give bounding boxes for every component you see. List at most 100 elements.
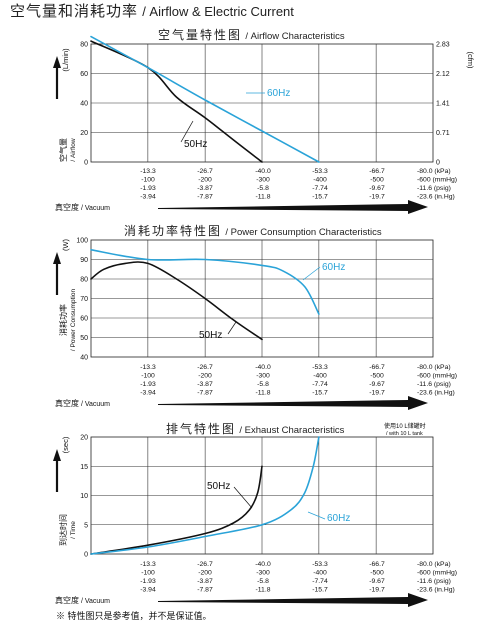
vacuum-tick-kpa: -66.7 bbox=[369, 168, 385, 175]
y-tick-label: 20 bbox=[80, 130, 88, 137]
vacuum-tick-kpa: -53.3 bbox=[312, 364, 328, 371]
y-axis-label-en: / Power Consumption bbox=[70, 289, 77, 352]
vacuum-tick-psig: -3.87 bbox=[197, 578, 213, 585]
leader-50hz bbox=[227, 321, 237, 335]
vacuum-tick-psig: -7.74 bbox=[312, 381, 328, 388]
vacuum-tick-kpa: -40.0 bbox=[255, 168, 271, 175]
exhaust-title-cn: 排气特性图 bbox=[166, 422, 237, 436]
vacuum-tick-psig: -9.67 bbox=[369, 578, 385, 585]
leader-50hz bbox=[180, 120, 194, 143]
vacuum-tick-kpa: -80.0 (kPa) bbox=[417, 561, 451, 568]
vacuum-tick-kpa: -13.3 bbox=[140, 168, 156, 175]
page-title: 空气量和消耗功率 / Airflow & Electric Current bbox=[10, 0, 294, 21]
y-axis-unit: (sec) bbox=[61, 436, 70, 453]
y-axis-label: 空气量 / Airflow bbox=[58, 138, 77, 162]
vacuum-tick-inhg: -3.94 bbox=[140, 390, 156, 397]
vacuum-tick-kpa: -13.3 bbox=[140, 561, 156, 568]
vacuum-tick-psig: -11.6 (psig) bbox=[417, 185, 451, 192]
vacuum-label-en: / Vacuum bbox=[79, 401, 110, 408]
footnote: ※ 特性图只是参考值，并不是保证值。 bbox=[56, 611, 212, 621]
chart-note-cn: 使用10 L储罐时 bbox=[384, 422, 426, 430]
vacuum-tick-kpa: -26.7 bbox=[197, 561, 213, 568]
vacuum-tick-mmhg: -400 bbox=[313, 570, 327, 577]
vacuum-tick-mmhg: -600 (mmHg) bbox=[417, 570, 457, 577]
vacuum-tick-psig: -1.93 bbox=[140, 185, 156, 192]
vacuum-tick-kpa: -66.7 bbox=[369, 364, 385, 371]
vacuum-tick-inhg: -15.7 bbox=[312, 587, 328, 594]
y-tick-label: 80 bbox=[80, 277, 88, 284]
vacuum-tick-psig: -9.67 bbox=[369, 381, 385, 388]
vacuum-tick-mmhg: -400 bbox=[313, 373, 327, 380]
airflow-chart-title: 空气量特性图 / Airflow Characteristics bbox=[158, 26, 345, 43]
vacuum-tick-mmhg: -200 bbox=[198, 177, 212, 184]
series-label-60Hz: 60Hz bbox=[267, 88, 290, 99]
exhaust-chart-title: 排气特性图 / Exhaust Characteristics bbox=[166, 420, 344, 437]
vacuum-tick-mmhg: -300 bbox=[256, 177, 270, 184]
vacuum-tick-psig: -11.6 (psig) bbox=[417, 381, 451, 388]
vacuum-tick-psig: -5.8 bbox=[257, 381, 269, 388]
page-title-en: / Airflow & Electric Current bbox=[142, 4, 294, 19]
vacuum-tick-kpa: -26.7 bbox=[197, 364, 213, 371]
power-chart-title: 消耗功率特性图 / Power Consumption Characterist… bbox=[124, 222, 382, 239]
vacuum-tick-kpa: -53.3 bbox=[312, 168, 328, 175]
vacuum-tick-psig: -7.74 bbox=[312, 185, 328, 192]
leader-60hz bbox=[307, 511, 326, 520]
vacuum-tick-inhg: -11.8 bbox=[256, 390, 271, 397]
vacuum-tick-mmhg: -100 bbox=[141, 373, 155, 380]
y2-tick-label: 0.71 bbox=[436, 130, 450, 137]
vacuum-tick-mmhg: -500 bbox=[370, 570, 384, 577]
vacuum-arrow bbox=[158, 593, 428, 607]
vacuum-tick-mmhg: -100 bbox=[141, 177, 155, 184]
y-axis-unit: (L/min) bbox=[61, 48, 70, 72]
series-line-50Hz bbox=[90, 465, 263, 555]
vacuum-label-en: / Vacuum bbox=[79, 205, 110, 212]
chart-0: 0 20 40 60 80 2.83 2.12 1.41 0.71 0 (cfm) (L/min) 空气… bbox=[53, 35, 475, 214]
y-tick-label: 50 bbox=[80, 335, 88, 342]
y2-tick-label: 0 bbox=[436, 160, 440, 167]
vacuum-tick-inhg: -3.94 bbox=[140, 587, 156, 594]
chart-2: 0 5 10 15 20 (sec) 到达时间 / Time 使用10 L储罐时/ with 1… bbox=[53, 422, 457, 607]
vacuum-tick-psig: -5.8 bbox=[257, 578, 269, 585]
vacuum-tick-psig: -1.93 bbox=[140, 578, 156, 585]
y-arrow-head bbox=[53, 56, 61, 68]
vacuum-tick-kpa: -40.0 bbox=[255, 364, 271, 371]
vacuum-tick-mmhg: -600 (mmHg) bbox=[417, 373, 457, 380]
y-tick-label: 100 bbox=[76, 238, 88, 245]
vacuum-tick-kpa: -66.7 bbox=[369, 561, 385, 568]
vacuum-tick-inhg: -7.87 bbox=[197, 390, 213, 397]
vacuum-tick-psig: -3.87 bbox=[197, 185, 213, 192]
leader-60hz bbox=[302, 266, 321, 281]
y-tick-label: 60 bbox=[80, 71, 88, 78]
y-axis-label-cn: 消耗功率 bbox=[58, 304, 68, 336]
y-tick-label: 0 bbox=[84, 160, 88, 167]
vacuum-tick-mmhg: -100 bbox=[141, 570, 155, 577]
y-tick-label: 20 bbox=[80, 435, 88, 442]
vacuum-tick-kpa: -26.7 bbox=[197, 168, 213, 175]
series-label-50Hz: 50Hz bbox=[207, 481, 230, 492]
y-tick-label: 10 bbox=[80, 493, 88, 500]
y-tick-label: 90 bbox=[80, 257, 88, 264]
vacuum-tick-mmhg: -400 bbox=[313, 177, 327, 184]
vacuum-tick-mmhg: -300 bbox=[256, 570, 270, 577]
vacuum-tick-inhg: -19.7 bbox=[369, 390, 385, 397]
vacuum-tick-kpa: -40.0 bbox=[255, 561, 271, 568]
series-line-60Hz bbox=[90, 436, 320, 555]
y-axis-label-en: / Airflow bbox=[70, 138, 77, 161]
vacuum-label-cn: 真空度 bbox=[55, 398, 79, 408]
vacuum-tick-mmhg: -500 bbox=[370, 177, 384, 184]
y-tick-label: 60 bbox=[80, 316, 88, 323]
y-axis-unit: (W) bbox=[61, 238, 70, 251]
vacuum-tick-kpa: -80.0 (kPa) bbox=[417, 364, 451, 371]
power-title-cn: 消耗功率特性图 bbox=[124, 224, 223, 238]
vacuum-tick-inhg: -3.94 bbox=[140, 194, 156, 201]
vacuum-tick-psig: -5.8 bbox=[257, 185, 269, 192]
vacuum-tick-inhg: -11.8 bbox=[256, 194, 271, 201]
y-tick-label: 5 bbox=[84, 522, 88, 529]
y-tick-label: 40 bbox=[80, 355, 88, 362]
y-tick-label: 15 bbox=[80, 464, 88, 471]
vacuum-tick-mmhg: -500 bbox=[370, 373, 384, 380]
vacuum-label: 真空度 / Vacuum bbox=[55, 202, 110, 212]
y-axis-label: 到达时间 / Time bbox=[58, 514, 77, 546]
vacuum-label-cn: 真空度 bbox=[55, 595, 79, 605]
